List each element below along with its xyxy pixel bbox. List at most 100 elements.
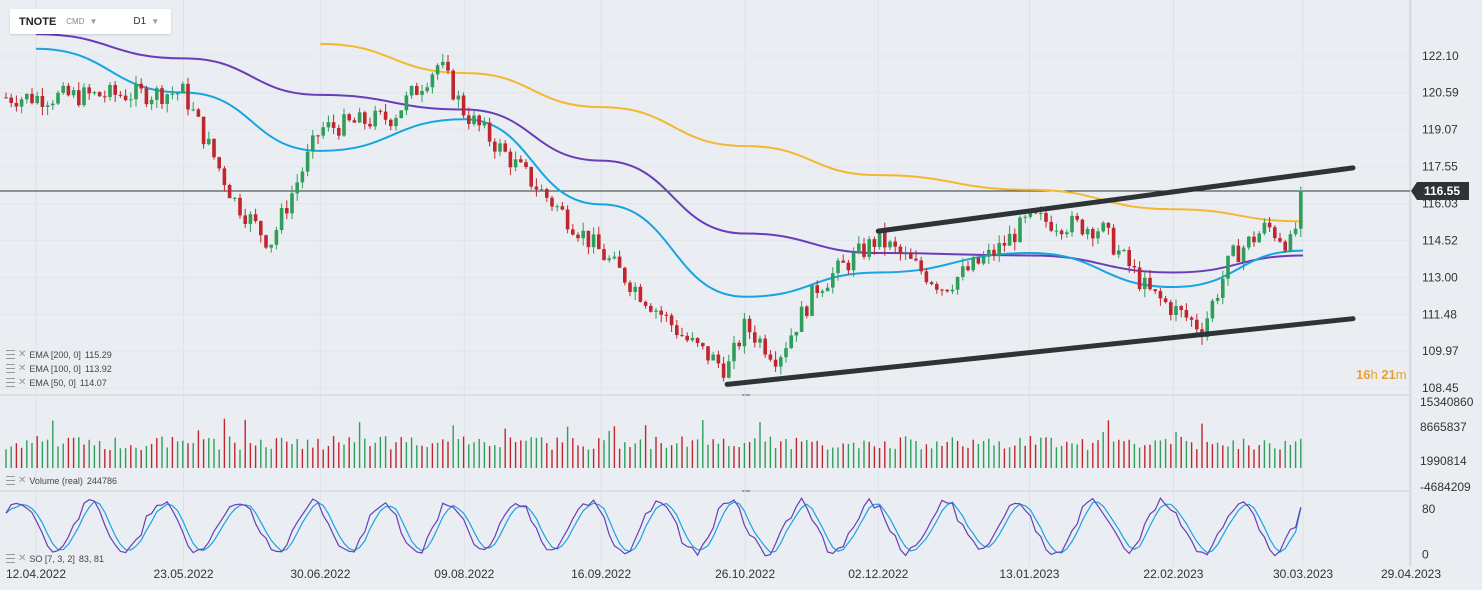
candle-body xyxy=(966,266,970,271)
volume-bar xyxy=(400,437,402,468)
close-icon[interactable]: ✕ xyxy=(18,553,27,564)
volume-bar xyxy=(915,441,917,468)
volume-bar xyxy=(358,422,361,468)
volume-bar xyxy=(208,438,210,468)
volume-bar xyxy=(1102,431,1104,468)
price-tick-label: 117.55 xyxy=(1422,160,1458,174)
volume-bar xyxy=(364,438,366,468)
volume-bar xyxy=(202,439,205,468)
volume-bar xyxy=(733,446,735,468)
candle-body xyxy=(1096,231,1100,239)
trendlines[interactable] xyxy=(724,165,1356,387)
legend-ema-50[interactable]: ✕ EMA [50, 0] 114.07 xyxy=(6,377,107,388)
volume-bar xyxy=(1232,440,1234,468)
volume-bar xyxy=(738,447,740,468)
settings-icon[interactable] xyxy=(6,554,15,563)
volume-bar xyxy=(317,438,319,468)
price-tick-label: 111.48 xyxy=(1422,307,1457,321)
volume-bar xyxy=(717,443,720,468)
volume-bar xyxy=(1097,440,1099,468)
candle-body xyxy=(1101,222,1105,232)
volume-bar xyxy=(780,441,782,468)
volume-tick-label: 1990814 xyxy=(1420,454,1467,468)
volume-bar xyxy=(587,449,590,468)
volume-bar xyxy=(1003,448,1006,468)
candle-body xyxy=(1241,247,1246,263)
volume-bar xyxy=(618,448,621,468)
volume-tick-label: -4684209 xyxy=(1420,480,1471,494)
candle-body xyxy=(1273,227,1277,239)
symbol-source: CMD xyxy=(66,17,85,26)
close-icon[interactable]: ✕ xyxy=(18,363,27,374)
candle-body xyxy=(565,209,570,230)
candle-body xyxy=(155,88,159,100)
volume-bar xyxy=(951,437,954,468)
chevron-down-icon[interactable]: ▼ xyxy=(89,17,98,26)
settings-icon[interactable] xyxy=(6,476,15,485)
volume-bar xyxy=(452,425,454,468)
close-icon[interactable]: ✕ xyxy=(18,377,27,388)
volume-bar xyxy=(15,443,18,468)
volume-bar xyxy=(296,439,298,468)
legend-ema-200[interactable]: ✕ EMA [200, 0] 115.29 xyxy=(6,349,112,360)
volume-bar xyxy=(166,447,168,468)
legend-ema-100[interactable]: ✕ EMA [100, 0] 113.92 xyxy=(6,363,112,374)
volume-bar xyxy=(967,447,969,468)
legend-volume[interactable]: ✕ Volume (real) 244786 xyxy=(6,475,117,486)
candle-body xyxy=(1028,209,1033,217)
close-icon[interactable]: ✕ xyxy=(18,349,27,360)
candle-body xyxy=(1153,289,1157,292)
volume-bar xyxy=(213,438,215,468)
candle-body xyxy=(253,214,258,222)
volume-bar xyxy=(998,441,1000,468)
volume-bar xyxy=(972,439,974,468)
volume-bars xyxy=(5,418,1302,468)
settings-icon[interactable] xyxy=(6,364,15,373)
candle-body xyxy=(415,86,419,95)
candle-body xyxy=(799,306,804,332)
volume-bar xyxy=(790,449,792,468)
candle-body xyxy=(872,239,877,247)
settings-icon[interactable] xyxy=(6,378,15,387)
symbol-selector[interactable]: TNOTE CMD ▼ D1 ▼ xyxy=(10,9,171,34)
volume-bar xyxy=(686,446,688,468)
volume-bar xyxy=(442,439,444,468)
close-icon[interactable]: ✕ xyxy=(18,475,27,486)
volume-bar xyxy=(535,437,538,468)
candle-body xyxy=(1257,233,1261,243)
candle-body xyxy=(477,115,481,126)
volume-bar xyxy=(598,438,600,468)
so-k-line xyxy=(5,497,1302,557)
volume-bar xyxy=(956,440,959,468)
candle-body xyxy=(1299,190,1303,229)
candle-body xyxy=(248,214,253,224)
candle-body xyxy=(305,151,310,172)
volume-bar xyxy=(1060,445,1063,468)
candle-body xyxy=(841,260,845,263)
volume-bar xyxy=(930,448,933,468)
candle-body xyxy=(1091,229,1095,239)
timeframe-label[interactable]: D1 xyxy=(133,16,147,27)
volume-bar xyxy=(5,449,7,468)
volume-bar xyxy=(140,449,142,468)
candle-body xyxy=(1002,242,1007,246)
volume-bar xyxy=(1086,449,1089,468)
candle-body xyxy=(108,84,112,98)
volume-bar xyxy=(124,448,127,468)
legend-stochastic[interactable]: ✕ SO [7, 3, 2] 83, 81 xyxy=(6,553,104,564)
candle-body xyxy=(742,318,747,347)
candle-body xyxy=(1132,265,1137,268)
candle-body xyxy=(794,331,799,336)
candle-body xyxy=(685,335,689,341)
volume-bar xyxy=(613,426,616,468)
candle-body xyxy=(586,230,591,248)
candle-body xyxy=(378,110,383,112)
candle-body xyxy=(1179,306,1183,311)
chevron-down-icon[interactable]: ▼ xyxy=(151,17,160,26)
candle-body xyxy=(149,99,154,105)
settings-icon[interactable] xyxy=(6,350,15,359)
candle-body xyxy=(680,335,684,337)
volume-bar xyxy=(249,443,252,468)
candle-body xyxy=(191,109,195,111)
